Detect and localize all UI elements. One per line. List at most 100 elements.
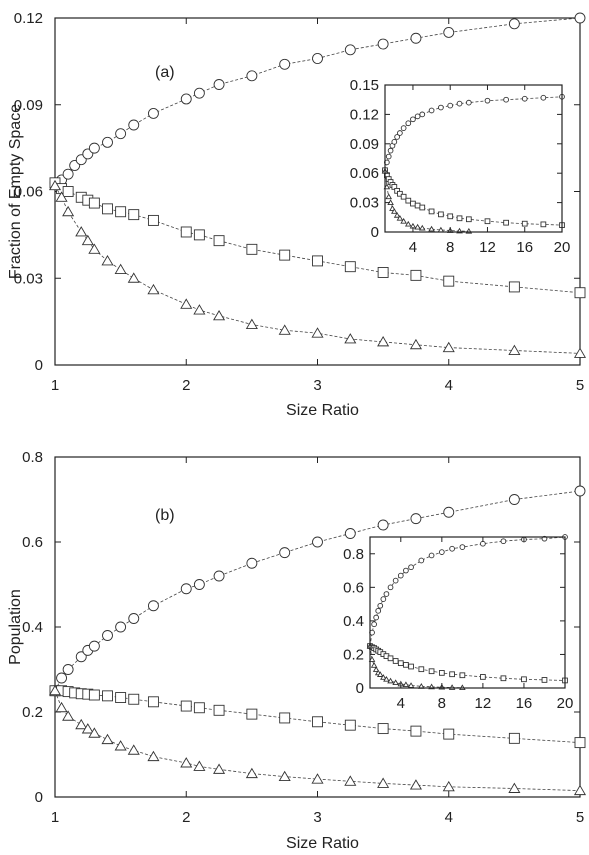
main-point-triangle (344, 333, 357, 344)
inset-point-triangle (372, 666, 380, 672)
main-point-square (115, 206, 127, 218)
main-point-square (128, 693, 140, 705)
main-point-circle (344, 44, 356, 56)
y-tick-label: 0.8 (22, 449, 43, 466)
inset-point-triangle (391, 208, 398, 214)
inset-point-triangle (396, 214, 404, 221)
inset-point-circle (391, 138, 398, 145)
inset-point-triangle (387, 677, 394, 684)
inset-point-triangle (385, 193, 393, 200)
inset-point-circle (380, 596, 387, 602)
inset-point-circle (500, 538, 507, 545)
inset-point-triangle (404, 220, 412, 227)
inset-x-tick-label: 8 (438, 695, 446, 712)
y-axis-title: Population (7, 589, 24, 665)
main-point-circle (180, 93, 192, 105)
main-point-square (193, 229, 205, 241)
main-point-circle (508, 494, 520, 505)
main-point-circle (102, 136, 113, 148)
main-point-triangle (344, 775, 357, 786)
inset-point-square (521, 220, 528, 227)
inset-point-circle (438, 549, 445, 555)
inset-frame (384, 84, 563, 233)
main-point-triangle (180, 757, 193, 768)
inset-point-circle (394, 134, 400, 140)
inset-y-tick-label: 0.8 (343, 546, 364, 563)
inset-point-square (392, 658, 399, 664)
main-point-triangle (101, 255, 114, 266)
main-point-circle (574, 12, 586, 24)
main-point-square (344, 719, 356, 731)
inset-point-circle (449, 545, 455, 552)
main-point-triangle (48, 684, 62, 696)
x-tick-label: 4 (445, 377, 453, 394)
main-point-square (508, 732, 520, 744)
main-point-square (147, 214, 159, 226)
main-point-triangle (409, 779, 422, 790)
inset-x-tick-label: 4 (409, 239, 417, 256)
inset-point-triangle (400, 217, 407, 224)
y-tick-label: 0.6 (22, 534, 43, 551)
y-tick-label: 0.06 (14, 184, 43, 201)
main-point-triangle (48, 179, 62, 191)
main-point-triangle (55, 701, 68, 713)
y-tick-label: 0.12 (14, 10, 43, 27)
panel-label: (b) (155, 507, 175, 524)
main-point-triangle (573, 784, 587, 796)
inset-point-square (449, 671, 455, 678)
inset-point-square (456, 215, 463, 222)
inset-point-triangle (392, 679, 399, 686)
main-point-circle (246, 70, 258, 82)
inset-point-circle (456, 100, 463, 107)
main-point-circle (62, 168, 74, 180)
y-tick-label: 0.03 (14, 270, 43, 287)
inset-point-square (447, 213, 454, 220)
main-point-circle (377, 519, 389, 531)
inset-y-tick-label: 0.06 (350, 165, 379, 182)
inset-point-triangle (393, 212, 401, 218)
main-point-triangle (508, 344, 521, 355)
inset-point-square (419, 204, 426, 211)
inset-point-circle (428, 107, 435, 114)
main-point-triangle (101, 733, 114, 745)
inset-point-square (410, 200, 416, 207)
main-point-square (377, 267, 389, 278)
main-point-triangle (278, 324, 291, 335)
x-tick-label: 2 (182, 809, 190, 826)
main-point-square (312, 255, 323, 267)
inset-point-circle (375, 607, 382, 614)
main-point-circle (377, 38, 389, 50)
inset-point-square (459, 672, 466, 679)
inset-frame (369, 536, 566, 689)
x-tick-label: 4 (445, 809, 453, 826)
inset-x-tick-label: 8 (446, 239, 454, 256)
main-point-triangle (278, 770, 291, 782)
main-point-triangle (245, 767, 258, 779)
panel-label: (a) (155, 64, 175, 81)
x-tick-label: 1 (51, 377, 59, 394)
main-point-triangle (245, 318, 258, 329)
inset-y-tick-label: 0.12 (350, 106, 379, 123)
main-point-circle (180, 583, 192, 595)
inset-y-tick-label: 0.4 (343, 613, 364, 630)
inset-y-tick-label: 0.2 (343, 646, 364, 663)
x-tick-label: 5 (576, 377, 584, 394)
main-point-circle (88, 640, 100, 652)
inset-point-circle (459, 544, 466, 550)
main-point-circle (115, 128, 127, 140)
main-point-square (312, 716, 323, 728)
main-point-circle (574, 485, 586, 497)
inset-point-square (428, 208, 435, 215)
main-point-circle (75, 651, 87, 663)
main-point-square (410, 269, 422, 281)
inset-point-square (503, 219, 509, 226)
main-curve-triangle (54, 690, 581, 791)
inset-point-square (438, 670, 445, 676)
main-point-circle (147, 600, 159, 612)
main-point-square (180, 700, 192, 712)
main-point-square (115, 692, 127, 703)
x-axis-title: Size Ratio (286, 402, 359, 419)
inset-point-square (480, 674, 486, 680)
main-point-circle (410, 513, 422, 525)
main-point-triangle (62, 710, 75, 721)
